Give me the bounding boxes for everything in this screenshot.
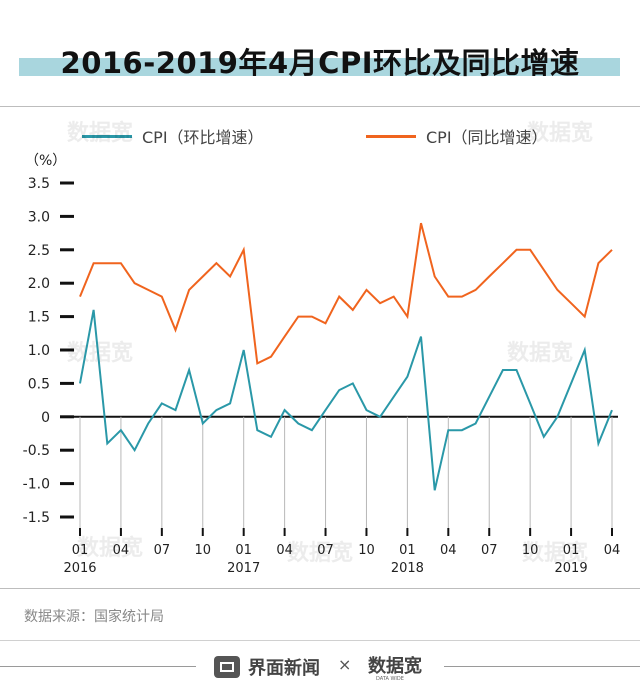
x-tick-label: 01 — [563, 543, 580, 558]
watermark: 数据宽 — [522, 540, 588, 566]
times-sign: × — [338, 655, 352, 674]
x-tick-label: 04 — [604, 543, 621, 558]
watermark: 数据宽 — [507, 340, 573, 366]
x-tick-label: 07 — [317, 543, 334, 558]
legend-swatch-yoy — [366, 134, 416, 138]
footer-divider — [0, 640, 640, 641]
x-tick-label: 10 — [522, 543, 539, 558]
brand-logo-icon — [214, 656, 240, 678]
legend-swatch-mom — [82, 134, 132, 138]
legend-item-mom: CPI（环比增速） — [82, 124, 264, 148]
x-tick-label: 01 — [72, 543, 89, 558]
x-tick-label: 04 — [440, 543, 457, 558]
brand-name: 界面新闻 — [248, 658, 320, 679]
x-tick-label: 10 — [358, 543, 375, 558]
source-divider — [0, 588, 640, 589]
y-tick-label: 1.5 — [28, 310, 50, 326]
series-line-yoy — [79, 222, 613, 365]
x-tick-label: 01 — [235, 543, 252, 558]
x-year-label: 2017 — [227, 561, 260, 576]
legend-label-mom: CPI（环比增速） — [142, 128, 264, 147]
x-year-label: 2016 — [63, 561, 96, 576]
y-tick-label: -1.5 — [23, 510, 50, 526]
y-tick-label: 3.5 — [28, 176, 50, 192]
footer: 界面新闻 × 数据宽 DATA WIDE — [0, 652, 640, 682]
x-year-label: 2019 — [555, 561, 588, 576]
y-tick-label: 0.5 — [28, 376, 50, 392]
x-tick-label: 04 — [113, 543, 130, 558]
x-tick-label: 07 — [481, 543, 498, 558]
footer-line-left — [0, 666, 196, 667]
brand: 界面新闻 — [214, 654, 320, 680]
legend-label-yoy: CPI（同比增速） — [426, 128, 548, 147]
y-tick-label: 1.0 — [28, 343, 50, 359]
y-tick-label: 0 — [41, 410, 50, 426]
series-line-mom — [79, 309, 613, 491]
y-tick-label: 3.0 — [28, 209, 50, 225]
watermark: 数据宽 — [287, 540, 353, 566]
y-tick-label: 2.0 — [28, 276, 50, 292]
data-wide-logo-sub: DATA WIDE — [376, 676, 404, 682]
x-tick-label: 07 — [154, 543, 171, 558]
chart-title: 2016-2019年4月CPI环比及同比增速 — [60, 46, 580, 80]
watermark: 数据宽 — [77, 535, 143, 561]
footer-line-right — [444, 666, 640, 667]
x-tick-label: 10 — [194, 543, 211, 558]
watermark: 数据宽 — [67, 120, 133, 146]
x-year-label: 2018 — [391, 561, 424, 576]
y-tick-label: 2.5 — [28, 243, 50, 259]
watermark: 数据宽 — [67, 340, 133, 366]
legend: CPI（环比增速） CPI（同比增速） — [0, 124, 640, 148]
x-tick-label: 01 — [399, 543, 416, 558]
title-highlight-band — [19, 58, 620, 76]
legend-item-yoy: CPI（同比增速） — [366, 124, 548, 148]
watermark: 数据宽 — [527, 120, 593, 146]
data-wide-logo-text: 数据宽 — [368, 655, 422, 677]
y-tick-label: -0.5 — [23, 443, 50, 459]
y-unit-label: （%） — [25, 153, 67, 169]
y-tick-label: -1.0 — [23, 477, 50, 493]
line-chart: 3.5 3.0 2.5 2.0 1.5 1.0 0.5 0 -0.5 -1.0 -1.5 01 2016… — [23, 120, 621, 576]
source-note: 数据来源：国家统计局 — [24, 609, 164, 625]
data-wide-logo: 数据宽 DATA WIDE — [368, 655, 422, 682]
title-area: 2016-2019年4月CPI环比及同比增速 — [0, 0, 640, 106]
top-divider — [0, 106, 640, 107]
x-tick-label: 04 — [276, 543, 293, 558]
